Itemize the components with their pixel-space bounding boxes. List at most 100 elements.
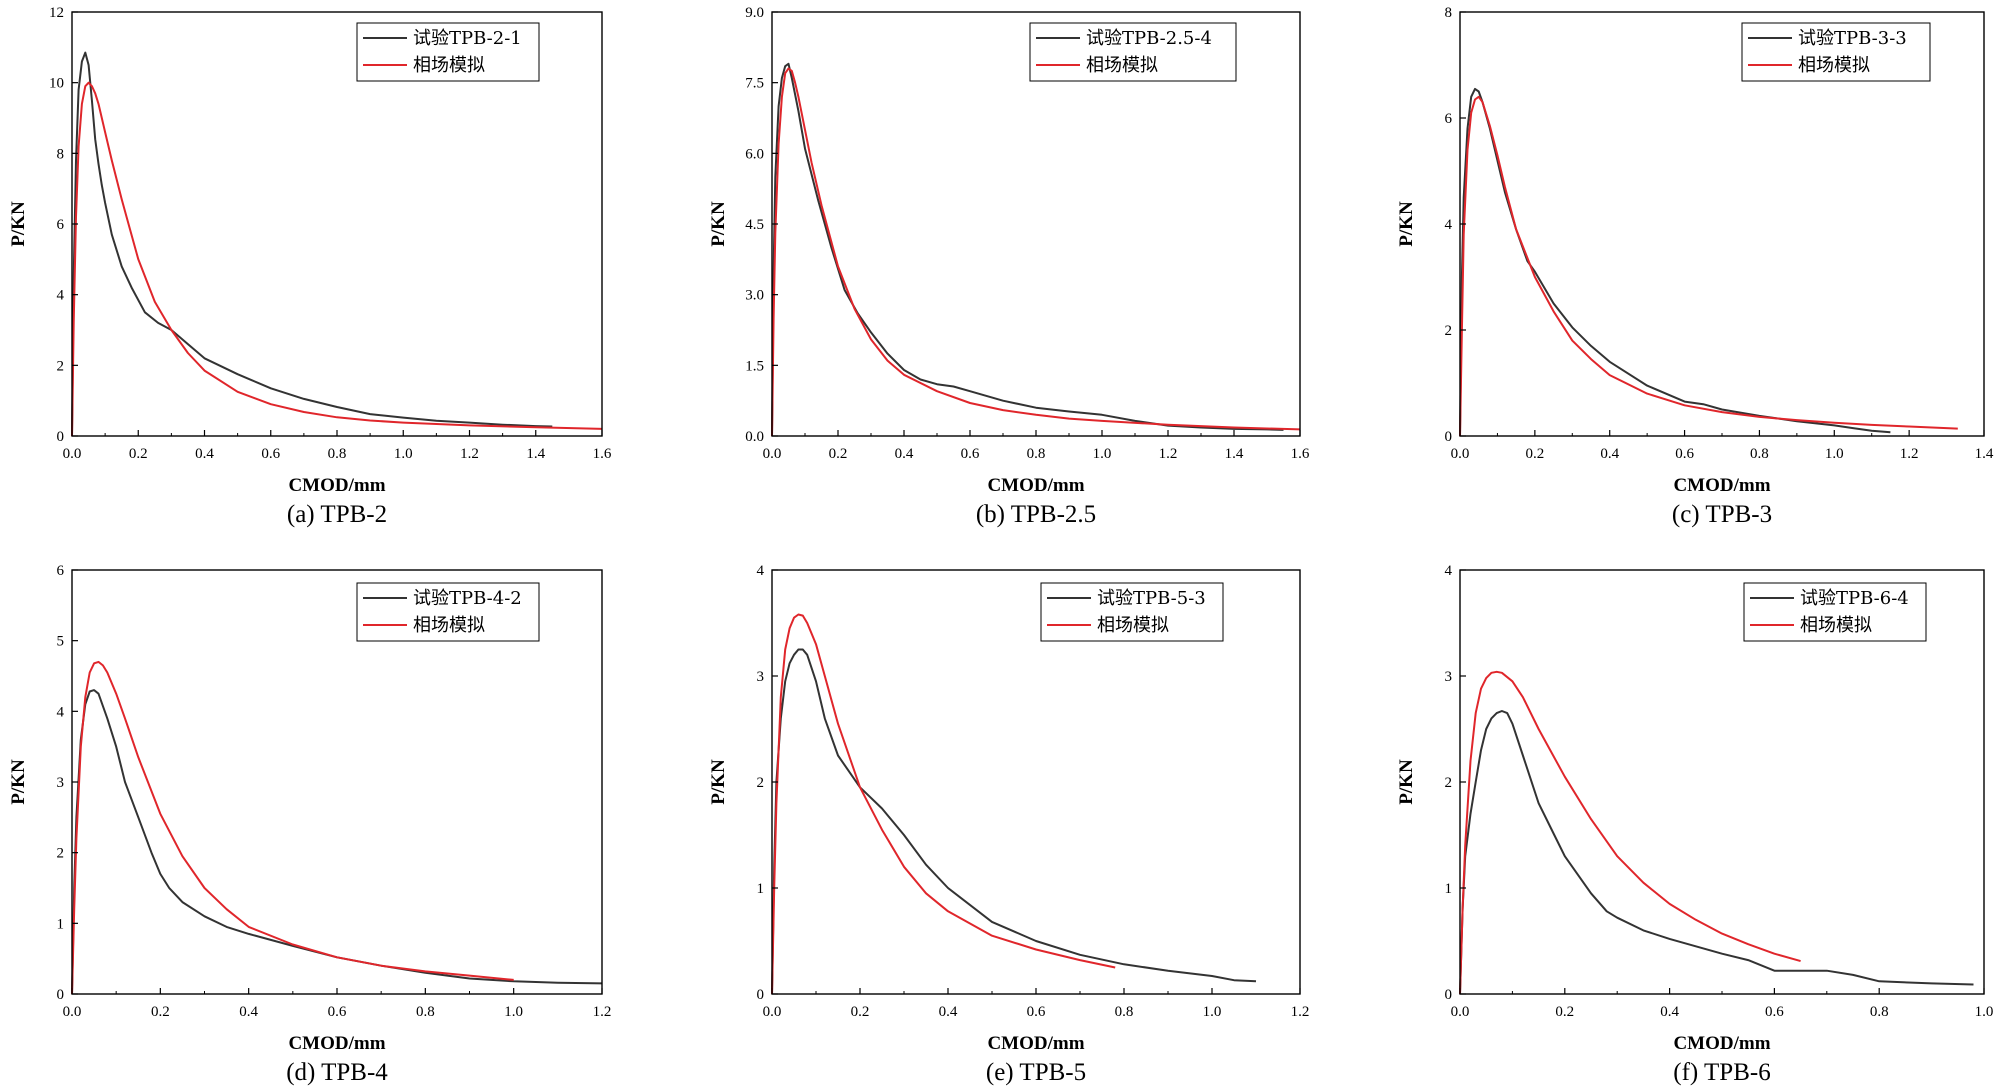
y-tick-label: 2 [57, 358, 65, 374]
y-tick-label: 3.0 [745, 288, 764, 304]
y-tick-label: 0 [57, 429, 65, 445]
y-tick-label: 4 [57, 704, 65, 720]
y-tick-label: 9.0 [745, 5, 764, 21]
x-tick-label: 0.2 [151, 1004, 170, 1020]
y-tick-label: 1 [757, 881, 765, 897]
y-tick-label: 6 [57, 563, 65, 579]
x-tick-label: 1.4 [1225, 446, 1244, 462]
y-tick-label: 1.5 [745, 358, 764, 374]
x-tick-label: 0.8 [1115, 1004, 1134, 1020]
x-axis-title: CMOD/mm [987, 475, 1084, 496]
series-line-experiment [1459, 87, 1891, 437]
chart-panel: 0.0 0.2 0.4 0.6 0.8 1.0 1.2 1.4 1.6 0.0 1.5 3.0 4.5 6… [708, 5, 1310, 528]
series-line-simulation [1459, 670, 1801, 995]
y-tick-label: 8 [1445, 5, 1453, 21]
y-tick-label: 4 [1445, 563, 1453, 579]
x-tick-label: 0.0 [63, 1004, 82, 1020]
y-tick-label: 1 [1445, 881, 1453, 897]
x-tick-label: 0.0 [1451, 1004, 1470, 1020]
legend-box [1743, 582, 1927, 642]
legend-label: 试验TPB-3-3 [1798, 28, 1907, 49]
legend-label: 相场模拟 [1086, 55, 1158, 76]
chart-panel: 0.0 0.2 0.4 0.6 0.8 1.0 1.2 0 1 2 3 4 5 6 CMOD/mm P/KN (… [8, 563, 611, 1086]
panel-caption: (c) TPB-3 [1672, 501, 1772, 528]
legend-label: 相场模拟 [1097, 615, 1169, 636]
x-axis-title: CMOD/mm [288, 475, 385, 496]
legend-label: 试验TPB-5-3 [1097, 588, 1206, 609]
x-tick-label: 0.2 [851, 1004, 870, 1020]
series-line-experiment [71, 51, 553, 437]
x-tick-label: 0.4 [239, 1004, 258, 1020]
panel-caption: (a) TPB-2 [287, 501, 387, 528]
legend-label: 相场模拟 [1798, 55, 1870, 76]
x-tick-label: 0.0 [63, 446, 82, 462]
x-tick-label: 0.6 [261, 446, 280, 462]
x-tick-label: 1.2 [460, 446, 479, 462]
y-tick-label: 3 [57, 775, 65, 791]
series-line-experiment [1459, 710, 1974, 995]
y-tick-label: 6.0 [745, 146, 764, 162]
x-tick-label: 0.6 [961, 446, 980, 462]
x-tick-label: 0.6 [1027, 1004, 1046, 1020]
y-tick-label: 5 [57, 634, 65, 650]
panel-caption: (e) TPB-5 [986, 1059, 1086, 1086]
y-tick-label: 4 [57, 288, 65, 304]
x-tick-label: 0.2 [829, 446, 848, 462]
legend-label: 试验TPB-6-4 [1800, 588, 1909, 609]
x-tick-label: 1.2 [593, 1004, 612, 1020]
y-axis-title: P/KN [8, 759, 29, 805]
series-line-simulation [71, 81, 603, 437]
y-tick-label: 0 [57, 987, 65, 1003]
y-axis-title: P/KN [708, 201, 729, 247]
y-tick-label: 4.5 [745, 217, 764, 233]
x-tick-label: 0.0 [763, 446, 782, 462]
chart-panel: 0.0 0.2 0.4 0.6 0.8 1.0 1.2 1.4 0 2 4 6 8 CMOD/mm P/KN… [1396, 5, 1994, 528]
x-tick-label: 1.6 [1291, 446, 1310, 462]
panel-caption: (d) TPB-4 [286, 1059, 388, 1086]
y-tick-label: 7.5 [745, 76, 764, 92]
x-tick-label: 0.4 [939, 1004, 958, 1020]
y-tick-label: 12 [49, 5, 64, 21]
legend-box [356, 22, 540, 82]
chart-panel: 0.0 0.2 0.4 0.6 0.8 1.0 0 1 2 3 4 CMOD/mm P/KN (f) TP… [1396, 563, 1993, 1086]
legend-box [1029, 22, 1237, 82]
y-axis-title: P/KN [8, 201, 29, 247]
x-tick-label: 0.8 [1870, 1004, 1889, 1020]
x-tick-label: 0.4 [1600, 446, 1619, 462]
series-line-simulation [1459, 95, 1958, 437]
legend-label: 相场模拟 [1800, 615, 1872, 636]
x-tick-label: 1.0 [1825, 446, 1844, 462]
x-tick-label: 1.0 [504, 1004, 523, 1020]
y-axis-title: P/KN [708, 759, 729, 805]
x-tick-label: 1.6 [593, 446, 612, 462]
x-tick-label: 1.2 [1159, 446, 1178, 462]
x-tick-label: 0.8 [328, 446, 347, 462]
chart-panel: 0.0 0.2 0.4 0.6 0.8 1.0 1.2 1.4 1.6 0 2 4 6 8 10 12 CMOD… [8, 5, 612, 528]
y-tick-label: 8 [57, 146, 65, 162]
y-tick-label: 1 [57, 916, 65, 932]
x-tick-label: 0.2 [1555, 1004, 1574, 1020]
y-tick-label: 4 [757, 563, 765, 579]
y-axis-title: P/KN [1396, 201, 1417, 247]
x-tick-label: 0.8 [1027, 446, 1046, 462]
legend-box [1741, 22, 1931, 82]
legend-label: 试验TPB-2.5-4 [1086, 28, 1212, 49]
x-tick-label: 1.0 [394, 446, 413, 462]
legend-box [356, 582, 540, 642]
y-tick-label: 2 [1445, 323, 1453, 339]
y-tick-label: 4 [1445, 217, 1453, 233]
series-line-experiment [71, 689, 603, 995]
legend-label: 试验TPB-4-2 [413, 588, 522, 609]
x-tick-label: 1.2 [1900, 446, 1919, 462]
y-tick-label: 2 [1445, 775, 1453, 791]
series-line-simulation [771, 67, 1301, 437]
y-tick-label: 6 [1445, 111, 1453, 127]
series-line-experiment [771, 648, 1257, 995]
y-axis-title: P/KN [1396, 759, 1417, 805]
chart-panel: 0.0 0.2 0.4 0.6 0.8 1.0 1.2 0 1 2 3 4 CMOD/mm P/KN (e)… [708, 563, 1309, 1086]
x-tick-label: 1.4 [1975, 446, 1994, 462]
x-axis-title: CMOD/mm [1673, 475, 1770, 496]
x-tick-label: 0.6 [1675, 446, 1694, 462]
x-tick-label: 1.4 [526, 446, 545, 462]
y-tick-label: 0 [1445, 429, 1453, 445]
